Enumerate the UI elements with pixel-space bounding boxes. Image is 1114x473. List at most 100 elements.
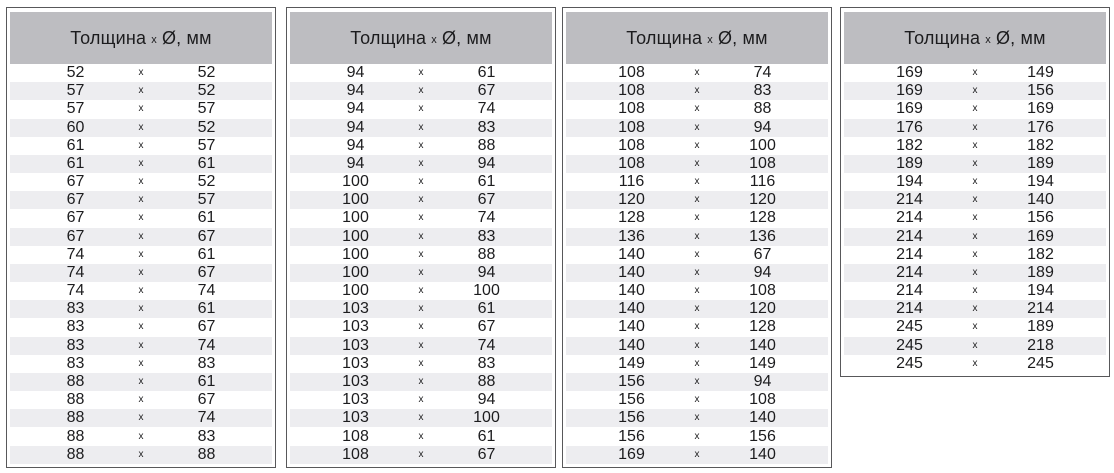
multiply-sign: x (138, 321, 144, 333)
multiply-sign: x (694, 176, 700, 188)
diameter-value: 52 (197, 64, 216, 82)
table-rows: 52 x 52 57 x 52 57 x 57 60 x 52 61 x 57 61 x 61 67 x 52 67 x 57… (10, 64, 272, 464)
multiply-sign: x (418, 67, 424, 79)
diameter-value: 61 (197, 245, 216, 263)
table-row: 156 x 94 (566, 372, 828, 392)
diameter-value: 83 (477, 118, 496, 136)
multiply-sign: x (418, 139, 424, 151)
multiply-sign: x (138, 103, 144, 115)
thickness-value: 108 (618, 118, 645, 136)
multiply-sign: x (138, 285, 144, 297)
multiply-sign: x (418, 85, 424, 97)
table-row: 103 x 74 (290, 336, 552, 355)
table-row: 67 x 61 (10, 209, 272, 227)
multiply-sign: x (138, 248, 144, 260)
thickness-value: 74 (66, 245, 85, 263)
diameter-value: 218 (1027, 336, 1054, 354)
thickness-value: 136 (618, 227, 645, 245)
thickness-value: 88 (66, 445, 85, 463)
table-row: 140 x 140 (566, 336, 828, 355)
diameter-value: 83 (197, 427, 216, 445)
thickness-value: 83 (66, 318, 85, 336)
multiply-sign: x (694, 230, 700, 242)
table-row: 94 x 88 (290, 137, 552, 155)
thickness-value: 57 (66, 100, 85, 118)
thickness-value: 67 (66, 209, 85, 227)
header-title-text: Толщина (904, 27, 981, 48)
thickness-value: 214 (896, 300, 923, 318)
header-multiply-sign: x (707, 34, 713, 46)
diameter-value: 74 (753, 64, 772, 82)
multiply-sign: x (138, 212, 144, 224)
diameter-value: 100 (473, 409, 500, 427)
multiply-sign: x (972, 212, 978, 224)
diameter-value: 74 (477, 336, 496, 354)
diameter-value: 140 (749, 409, 776, 427)
multiply-sign: x (972, 157, 978, 169)
multiply-sign: x (138, 194, 144, 206)
multiply-sign: x (138, 376, 144, 387)
table-row: 189 x 189 (844, 154, 1106, 174)
multiply-sign: x (138, 339, 144, 351)
table-row: 108 x 83 (566, 82, 828, 101)
multiply-sign: x (694, 85, 700, 97)
multiply-sign: x (138, 230, 144, 242)
multiply-sign: x (694, 394, 700, 406)
table-row: 103 x 61 (290, 300, 552, 319)
diameter-value: 88 (477, 245, 496, 263)
diameter-value: 74 (197, 409, 216, 427)
diameter-value: 88 (197, 445, 216, 463)
thickness-value: 108 (618, 64, 645, 82)
table-row: 100 x 67 (290, 191, 552, 210)
thickness-value: 120 (618, 191, 645, 209)
table-row: 57 x 57 (10, 100, 272, 118)
thickness-value: 156 (618, 427, 645, 445)
size-table: Толщина x Ø, мм 169 x 149 169 x 156 169 x 169 176 x 17… (840, 7, 1110, 377)
multiply-sign: x (138, 266, 144, 278)
thickness-value: 194 (896, 173, 923, 191)
table-row: 83 x 61 (10, 300, 272, 319)
multiply-sign: x (138, 412, 144, 424)
table-row: 94 x 94 (290, 154, 552, 174)
table-row: 83 x 83 (10, 355, 272, 373)
thickness-value: 149 (618, 354, 645, 372)
thickness-value: 103 (342, 391, 369, 409)
thickness-value: 169 (896, 64, 923, 82)
table-row: 108 x 100 (566, 137, 828, 155)
table-rows: 108 x 74 108 x 83 108 x 88 108 x 94 108 x 100 108 x 108 11… (566, 64, 828, 464)
table-header: Толщина x Ø, мм (566, 12, 828, 64)
multiply-sign: x (418, 321, 424, 333)
table-row: 94 x 67 (290, 82, 552, 101)
table-row: 136 x 136 (566, 227, 828, 246)
multiply-sign: x (694, 321, 700, 333)
thickness-value: 169 (896, 82, 923, 100)
diameter-value: 128 (749, 318, 776, 336)
header-multiply-sign: x (985, 34, 991, 46)
multiply-sign: x (972, 303, 978, 315)
diameter-value: 140 (749, 445, 776, 463)
multiply-sign: x (138, 448, 144, 460)
diameter-value: 67 (477, 82, 496, 100)
diameter-value: 61 (197, 154, 216, 172)
size-table: Толщина x Ø, мм 108 x 74 108 x 83 108 x 88 108 x 94 108… (562, 7, 832, 468)
thickness-value: 57 (66, 82, 85, 100)
table-row: 103 x 94 (290, 391, 552, 409)
thickness-value: 169 (618, 445, 645, 463)
diameter-value: 83 (477, 227, 496, 245)
table-row: 156 x 156 (566, 427, 828, 445)
multiply-sign: x (418, 430, 424, 442)
multiply-sign: x (138, 85, 144, 97)
multiply-sign: x (418, 248, 424, 260)
diameter-value: 61 (477, 173, 496, 191)
multiply-sign: x (138, 176, 144, 188)
thickness-value: 100 (342, 245, 369, 263)
table-row: 100 x 94 (290, 263, 552, 283)
thickness-value: 74 (66, 282, 85, 300)
diameter-value: 52 (197, 82, 216, 100)
thickness-value: 128 (618, 209, 645, 227)
thickness-value: 140 (618, 300, 645, 318)
table-row: 60 x 52 (10, 118, 272, 137)
table-row: 100 x 61 (290, 173, 552, 191)
multiply-sign: x (694, 448, 700, 460)
multiply-sign: x (418, 230, 424, 242)
